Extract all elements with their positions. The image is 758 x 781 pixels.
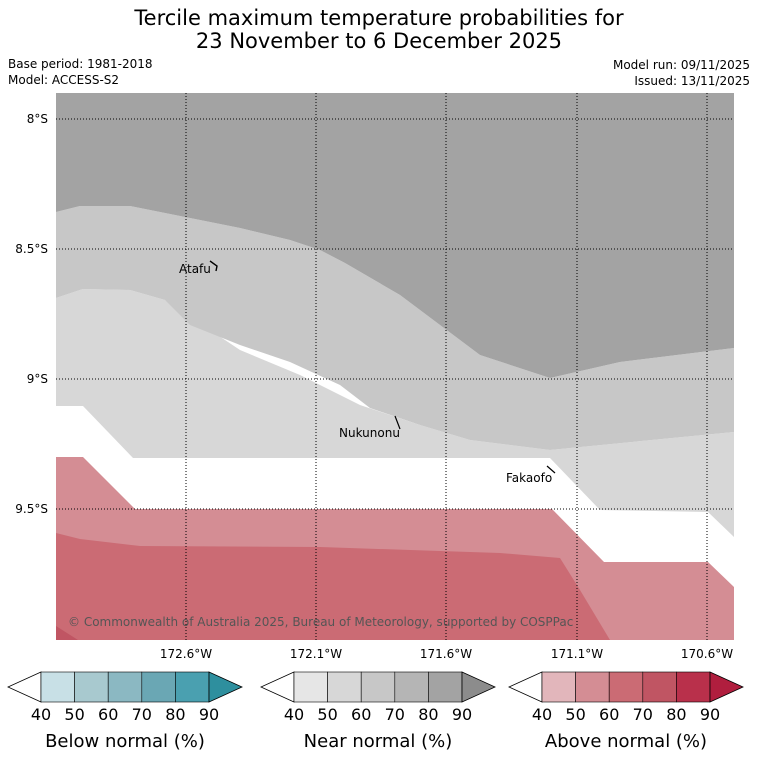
below-colorbar-segment <box>141 671 176 703</box>
lat-label-8-5s: 8.5°S <box>15 242 48 256</box>
below-colorbar-segment <box>74 671 109 703</box>
model-run: Model run: 09/11/2025 <box>612 58 750 72</box>
near-colorbar-tick: 70 <box>385 705 405 724</box>
below-colorbar-tick: 80 <box>165 705 185 724</box>
graticule <box>56 93 734 640</box>
above-colorbar-tick: 40 <box>532 705 552 724</box>
above-normal-70-corner <box>56 626 78 640</box>
lon-label-171-6w: 171.6°W <box>420 647 472 661</box>
near-colorbar-tick: 60 <box>351 705 371 724</box>
near-normal-70-region <box>56 93 734 378</box>
map-plot-area <box>56 93 734 640</box>
below-colorbar-segment <box>107 671 143 703</box>
issued-date: Issued: 13/11/2025 <box>634 74 750 88</box>
above-colorbar-segment <box>608 671 644 703</box>
lat-label-9s: 9°S <box>27 372 48 386</box>
below-normal-label: Below normal (%) <box>45 731 205 752</box>
model-name: Model: ACCESS-S2 <box>8 73 120 87</box>
lat-label-9-5s: 9.5°S <box>15 502 48 516</box>
title-line-1: Tercile maximum temperature probabilitie… <box>134 6 624 30</box>
near-colorbar-segment <box>394 671 429 703</box>
near-colorbar-extend-high <box>461 671 496 703</box>
place-label-nukunonu: Nukunonu <box>339 426 400 440</box>
near-colorbar-segment <box>327 671 362 703</box>
above-colorbar-tick: 80 <box>666 705 686 724</box>
lon-label-170-6w: 170.6°W <box>681 647 733 661</box>
above-colorbar-segment <box>541 671 576 703</box>
above-colorbar-extend-high <box>709 671 744 703</box>
base-period: Base period: 1981-2018 <box>8 57 153 71</box>
above-normal-colorbar: 40 50 60 70 80 90 <box>508 671 744 724</box>
near-colorbar-tick: 40 <box>284 705 304 724</box>
near-colorbar-tick: 50 <box>317 705 337 724</box>
lat-label-8s: 8°S <box>27 112 48 126</box>
atafu-atoll-shape <box>209 260 218 272</box>
nukunonu-atoll-shape <box>394 415 401 430</box>
below-normal-colorbar: 40 50 60 70 80 90 <box>7 671 243 724</box>
above-colorbar-tick: 70 <box>633 705 653 724</box>
above-colorbar-tick: 60 <box>599 705 619 724</box>
above-colorbar-segment <box>575 671 610 703</box>
below-colorbar-segment <box>40 671 75 703</box>
above-colorbar-segment <box>676 671 711 703</box>
near-normal-label: Near normal (%) <box>304 731 453 752</box>
copyright-notice: © Commonwealth of Australia 2025, Bureau… <box>68 615 573 629</box>
near-colorbar-tick: 90 <box>452 705 472 724</box>
below-colorbar-tick: 50 <box>64 705 84 724</box>
title-line-2: 23 November to 6 December 2025 <box>195 29 563 53</box>
near-normal-60-region <box>56 206 734 450</box>
above-colorbar-tick: 50 <box>565 705 585 724</box>
near-colorbar-segment <box>293 671 328 703</box>
above-colorbar-extend-low <box>508 671 543 703</box>
below-colorbar-tick: 90 <box>199 705 219 724</box>
below-colorbar-tick: 60 <box>98 705 118 724</box>
near-colorbar-segment <box>360 671 396 703</box>
lon-label-172-1w: 172.1°W <box>290 647 342 661</box>
below-colorbar-extend-low <box>7 671 42 703</box>
above-colorbar-segment <box>642 671 677 703</box>
near-colorbar-extend-low <box>260 671 295 703</box>
below-colorbar-extend-high <box>208 671 243 703</box>
place-label-atafu: Atafu <box>179 262 211 276</box>
fakaofo-atoll-shape <box>546 465 556 474</box>
place-label-fakaofo: Fakaofo <box>506 471 552 485</box>
above-normal-label: Above normal (%) <box>545 731 707 752</box>
below-colorbar-segment <box>175 671 210 703</box>
near-normal-50-region <box>56 289 734 537</box>
lon-label-172-6w: 172.6°W <box>160 647 212 661</box>
above-normal-60-region <box>56 533 610 640</box>
near-normal-colorbar: 40 50 60 70 80 90 <box>260 671 496 724</box>
above-colorbar-tick: 90 <box>700 705 720 724</box>
near-colorbar-tick: 80 <box>418 705 438 724</box>
below-colorbar-tick: 70 <box>132 705 152 724</box>
below-colorbar-tick: 40 <box>31 705 51 724</box>
near-colorbar-segment <box>428 671 463 703</box>
lon-label-171-1w: 171.1°W <box>551 647 603 661</box>
